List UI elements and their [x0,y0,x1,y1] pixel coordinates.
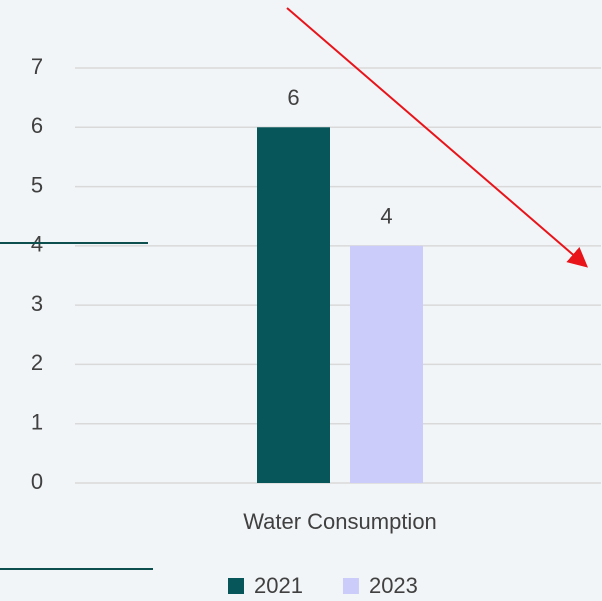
bar [257,127,330,484]
y-tick-label: 0 [31,469,43,494]
legend-swatch [342,578,359,594]
legend-swatch [228,578,244,594]
y-tick-label: 4 [31,232,43,257]
y-tick-label: 3 [31,291,43,316]
data-label: 6 [287,85,299,110]
y-tick-label: 7 [31,54,43,79]
plot: 0 1 2 3 4 5 6 7 6 4 Water Consumption 2021 2023 [31,54,437,598]
legend-label: 2021 [254,573,303,598]
y-tick-label: 2 [31,350,43,375]
y-tick-label: 5 [31,172,43,197]
data-label: 4 [380,204,392,229]
bar [350,245,423,483]
y-tick-label: 6 [31,113,43,138]
x-tick-label: Water Consumption [243,509,437,534]
legend-label: 2023 [369,573,418,598]
y-tick-label: 1 [31,410,43,435]
red-arrow [286,7,589,268]
grid [75,67,601,484]
